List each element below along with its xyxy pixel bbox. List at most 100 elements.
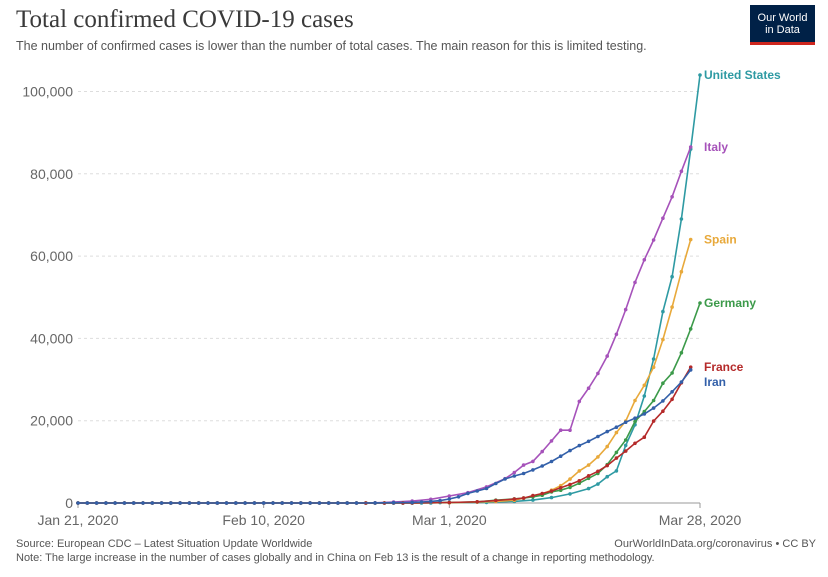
data-point [243, 501, 247, 505]
data-point [688, 237, 693, 242]
data-point [429, 499, 433, 504]
chart-subtitle: The number of confirmed cases is lower t… [16, 39, 647, 53]
series-label: Italy [704, 140, 728, 154]
data-point [521, 463, 526, 467]
data-point [438, 498, 442, 503]
data-point [549, 459, 554, 464]
data-point [679, 169, 684, 174]
data-point [614, 332, 619, 337]
data-point [280, 501, 285, 505]
data-point [568, 477, 572, 481]
data-point [234, 501, 238, 505]
data-point [531, 498, 535, 502]
data-point [623, 420, 628, 425]
data-point [447, 494, 452, 498]
data-point [289, 501, 294, 505]
data-point [642, 394, 647, 398]
data-point [150, 501, 155, 505]
data-point [651, 419, 656, 423]
data-point [633, 441, 637, 446]
x-tick-label: Feb 10, 2020 [222, 512, 305, 528]
series-line [78, 369, 692, 504]
data-point [586, 463, 591, 467]
data-point [661, 309, 665, 314]
data-point [670, 305, 674, 309]
data-point [623, 438, 628, 442]
data-point [605, 463, 609, 468]
data-point [531, 468, 535, 472]
series-label: Spain [704, 233, 737, 247]
data-point [224, 501, 229, 505]
data-point [651, 398, 656, 403]
data-point [688, 365, 693, 370]
series-label: France [704, 360, 744, 374]
data-point [299, 501, 303, 505]
y-tick-label: 60,000 [30, 248, 73, 264]
y-axis: 0 20,000 40,000 60,000 80,000 100,000 [22, 83, 73, 511]
owid-logo[interactable]: Our World in Data [750, 5, 815, 45]
data-point [577, 479, 582, 483]
data-point [568, 448, 572, 453]
data-point [215, 501, 220, 505]
data-point [605, 429, 609, 434]
data-point [614, 450, 619, 455]
data-point [642, 435, 647, 440]
data-point [196, 501, 201, 505]
data-point [614, 456, 619, 460]
data-point [596, 469, 600, 474]
data-point [494, 498, 498, 503]
x-axis: Jan 21, 2020 Feb 10, 2020 Mar 1, 2020 Mar 2… [38, 503, 741, 528]
logo-line-1: Our World [757, 12, 808, 24]
chart-title: Total confirmed COVID-19 cases [16, 6, 354, 33]
data-point [586, 476, 591, 481]
data-point [679, 269, 684, 274]
data-point [670, 390, 674, 394]
x-tick-label: Jan 21, 2020 [38, 512, 119, 528]
data-point [661, 399, 665, 403]
data-point [586, 474, 591, 478]
data-point [558, 454, 563, 459]
data-point [447, 497, 452, 501]
data-point [586, 386, 591, 391]
data-point [586, 486, 591, 491]
data-point [354, 501, 359, 505]
data-point [623, 307, 628, 312]
data-point [679, 380, 684, 384]
data-point [605, 354, 609, 358]
data-point [512, 497, 517, 501]
data-point [596, 482, 600, 486]
data-point [549, 489, 554, 493]
data-point [651, 238, 656, 242]
data-point [271, 501, 275, 505]
data-point [558, 486, 563, 490]
data-point [85, 501, 90, 505]
data-point [540, 449, 544, 454]
data-point [391, 500, 396, 505]
data-point [577, 399, 582, 404]
data-point [577, 443, 582, 448]
data-point [661, 216, 665, 220]
data-point [187, 501, 192, 505]
data-point [549, 495, 554, 500]
footnote: Note: The large increase in the number o… [16, 552, 655, 564]
data-point [661, 409, 665, 414]
data-point [605, 474, 609, 479]
series-line [78, 302, 701, 504]
data-point [76, 501, 80, 505]
data-point [466, 491, 470, 496]
data-point [651, 365, 656, 370]
data-point [512, 474, 517, 478]
data-point [317, 501, 322, 505]
data-point [623, 443, 628, 448]
y-tick-label: 80,000 [30, 166, 73, 182]
source-text: Source: European CDC – Latest Situation … [16, 538, 313, 550]
license-link[interactable]: OurWorldInData.org/coronavirus • CC BY [614, 538, 816, 550]
series-label: United States [704, 68, 781, 82]
data-point [605, 444, 609, 449]
data-point [549, 439, 554, 443]
data-point [475, 489, 480, 493]
data-point [688, 327, 693, 331]
data-point [159, 501, 164, 505]
